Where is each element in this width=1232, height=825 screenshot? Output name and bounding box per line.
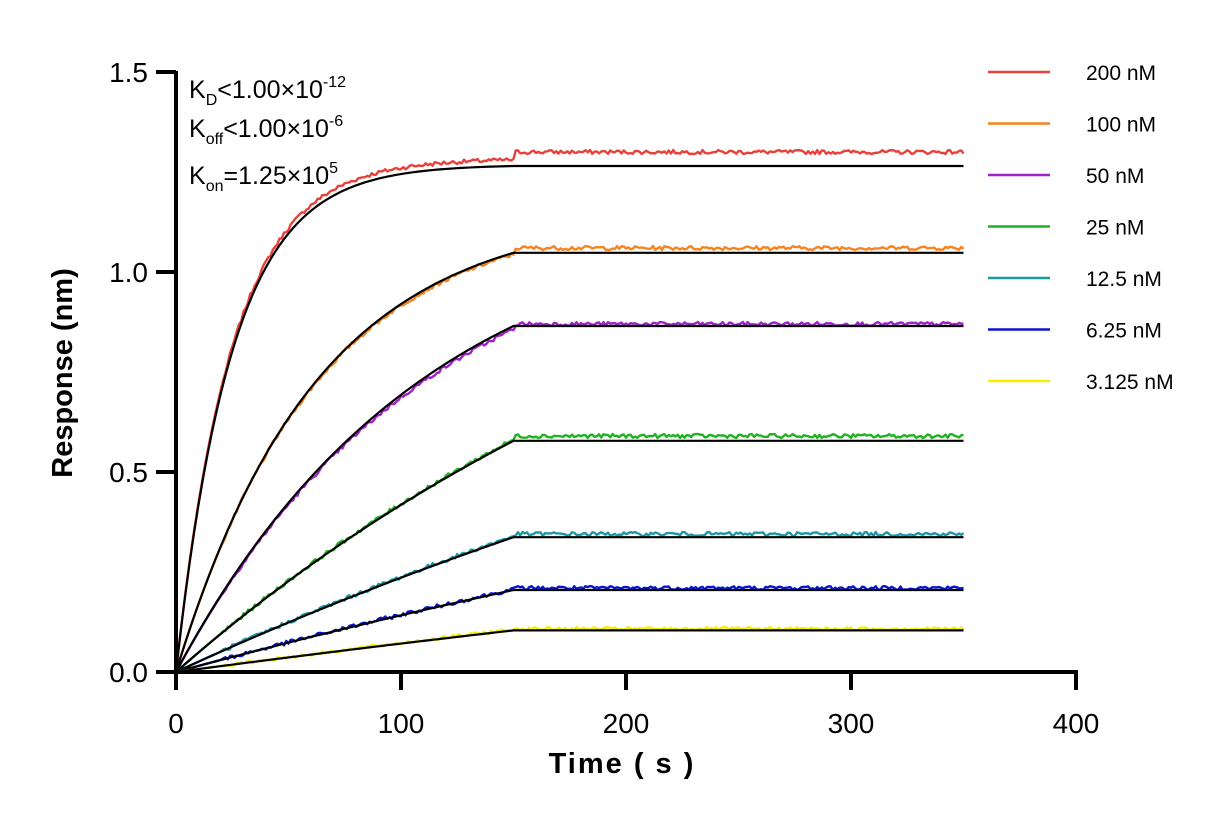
legend: 200 nM 100 nM 50 nM 25 nM 12.5 nM 6.25 nM 3.12… [988,62,1174,394]
x-tick-label: 0 [168,708,184,739]
series-6_25-nM [175,584,964,674]
series-12_5-nM [175,530,965,674]
legend-item: 100 nM [988,114,1156,137]
x-tick-label: 200 [603,708,650,739]
legend-item: 50 nM [988,165,1144,188]
series-layer [174,148,965,674]
y-tick-label: 0.5 [109,457,148,488]
data-trace-0 [174,148,965,673]
legend-label: 12.5 nM [1086,268,1162,291]
legend-item: 12.5 nM [988,268,1162,291]
series-50-nM [174,320,964,673]
x-axis-title: Time ( s ) [549,748,696,780]
koff-annotation: Koff<1.00×10-6 [189,113,343,148]
fit-curve-5 [175,588,964,674]
data-trace-4 [175,530,965,674]
legend-item: 6.25 nM [988,320,1162,343]
data-trace-3 [175,432,964,673]
legend-item: 25 nM [988,217,1144,240]
series-200-nM [174,148,965,673]
axes-layer: 0 100 200 300 400 0.0 0.5 1.0 1.5 [109,57,1099,739]
legend-item: 200 nM [988,62,1156,85]
fit-curve-1 [174,251,964,673]
x-tick-label: 300 [828,708,875,739]
data-trace-6 [175,626,965,674]
x-tick-label: 400 [1053,708,1100,739]
legend-item: 3.125 nM [988,371,1174,394]
series-25-nM [175,432,964,673]
y-tick-label: 1.0 [109,257,148,288]
kd-annotation: KD<1.00×10-12 [189,74,346,109]
y-tick-label: 0.0 [109,657,148,688]
fit-curve-4 [175,536,964,673]
legend-label: 100 nM [1086,114,1156,137]
kon-annotation: Kon=1.25×105 [189,160,338,195]
data-trace-1 [174,244,965,673]
legend-label: 25 nM [1086,217,1144,240]
fit-curve-0 [174,164,964,673]
series-3_125-nM [175,626,965,674]
fit-curve-6 [175,629,964,674]
y-tick-label: 1.5 [109,57,148,88]
series-100-nM [174,244,965,673]
legend-label: 3.125 nM [1086,371,1174,394]
kinetic-annotations: KD<1.00×10-12 Koff<1.00×10-6 Kon=1.25×10… [189,74,346,195]
legend-label: 50 nM [1086,165,1144,188]
fit-curve-2 [175,324,964,673]
legend-label: 200 nM [1086,62,1156,85]
y-axis-title: Response (nm) [47,268,79,477]
fit-curve-3 [175,439,964,673]
x-tick-label: 100 [378,708,425,739]
legend-label: 6.25 nM [1086,320,1162,343]
